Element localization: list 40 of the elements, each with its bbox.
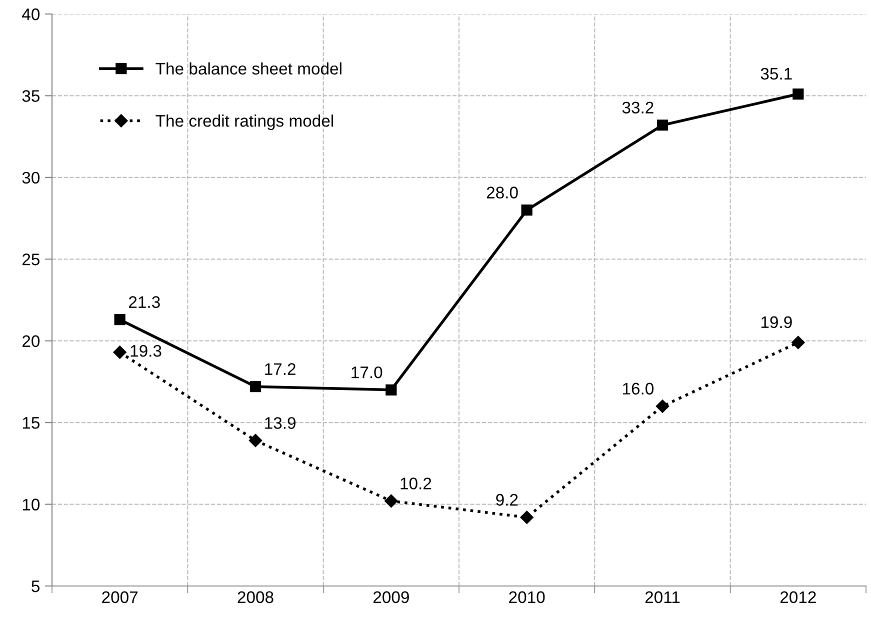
y-tick-label: 30 xyxy=(22,172,40,184)
point xyxy=(250,381,262,392)
x-tick-label: 2009 xyxy=(373,591,409,604)
point xyxy=(656,120,668,131)
point xyxy=(384,494,398,508)
y-tick-label: 10 xyxy=(22,498,40,510)
y-tick-label: 25 xyxy=(22,254,40,266)
point xyxy=(248,434,262,448)
data-label: 35.1 xyxy=(760,68,792,80)
y-tick-label: 40 xyxy=(22,8,40,20)
point xyxy=(520,510,534,524)
y-tick-label: 35 xyxy=(22,90,40,102)
data-label: 33.2 xyxy=(622,102,654,114)
data-label: 28.0 xyxy=(486,186,518,198)
x-tick-label: 2011 xyxy=(645,591,680,604)
point xyxy=(792,336,805,350)
x-tick-label: 2008 xyxy=(238,591,274,604)
y-tick-label: 20 xyxy=(22,335,40,348)
y-tick-label: 5 xyxy=(32,580,40,592)
y-tick-label: 15 xyxy=(22,417,40,429)
point xyxy=(792,88,804,100)
data-label: 21.3 xyxy=(129,296,160,308)
data-label: 17.0 xyxy=(352,366,382,378)
point xyxy=(386,384,397,396)
data-label: 9.2 xyxy=(496,494,518,506)
data-label: 10.2 xyxy=(400,478,432,490)
x-tick-label: 2007 xyxy=(102,591,138,604)
legend-label: The credit ratings model xyxy=(156,114,334,130)
x-tick-label: 2012 xyxy=(780,591,816,604)
data-label: 16.0 xyxy=(623,382,654,395)
point xyxy=(114,314,126,326)
data-label: 17.2 xyxy=(265,363,296,375)
x-tick-label: 2010 xyxy=(509,591,545,604)
point xyxy=(656,400,670,413)
legend-label: The balance sheet model xyxy=(156,62,342,75)
data-label: 19.3 xyxy=(130,344,162,357)
point xyxy=(521,204,532,216)
data-label: 19.9 xyxy=(761,316,792,328)
data-label: 13.9 xyxy=(265,417,296,429)
point xyxy=(113,346,126,359)
